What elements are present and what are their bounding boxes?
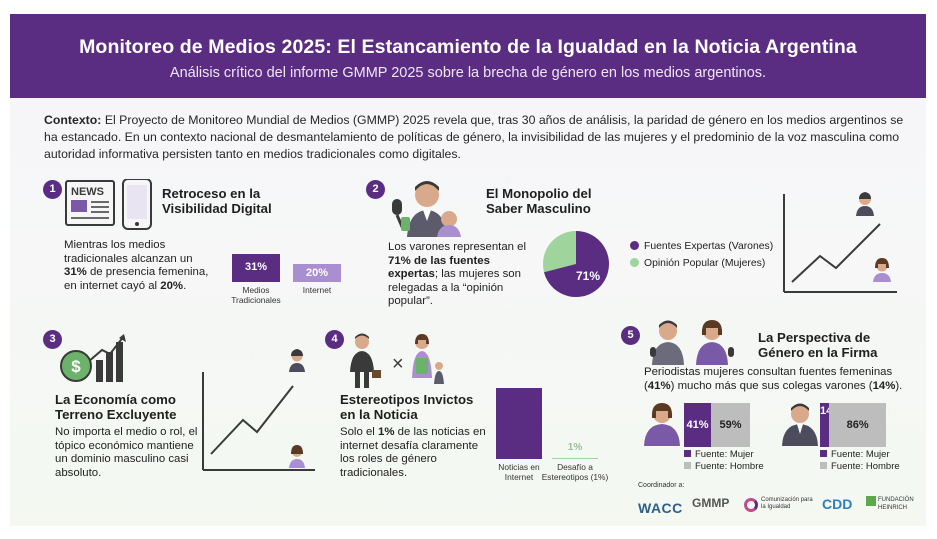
page-subtitle: Análisis crítico del informe GMMP 2025 s… — [169, 65, 767, 81]
legend-square-purple-icon — [820, 450, 827, 457]
s4-bar-label-1: Desafío a Estereotipos (1%) — [541, 462, 609, 482]
section-2-number: 2 — [366, 180, 385, 199]
s1-bar-1: 20% — [293, 264, 341, 282]
context-paragraph: Contexto: El Proyecto de Monitoreo Mundi… — [44, 112, 904, 163]
expert-man-microphone-icon — [392, 181, 461, 237]
male-journalist-avatar-icon — [782, 403, 818, 446]
legend-dot-green-icon — [630, 258, 639, 267]
section-1-text: Mientras los medios tradicionales alcanz… — [64, 239, 209, 292]
context-label: Contexto: — [44, 113, 102, 127]
legend-square-gray-icon — [820, 462, 827, 469]
section-5-legend-m-mujer: Fuente: Mujer — [820, 449, 890, 461]
legend-dot-purple-icon — [630, 241, 639, 250]
section-3-text: No importa el medio o rol, el tópico eco… — [55, 426, 198, 479]
s4-bar-0 — [496, 387, 542, 459]
section-5-number: 5 — [621, 326, 640, 345]
news-label: NEWS — [71, 186, 104, 198]
s5barF-mujer: 41% — [684, 403, 712, 447]
s5barM-mujer: 14% — [820, 403, 842, 447]
rising-trend-chart-icon — [783, 192, 897, 293]
section-1-title: Retroceso en la Visibilidad Digital — [162, 186, 272, 216]
female-journalist-avatar-icon — [644, 403, 680, 446]
s1-bar-label-0: Medios Tradicionales — [231, 285, 281, 305]
section-1-number: 1 — [43, 180, 62, 199]
newspaper-phone-icon: NEWS — [65, 179, 152, 230]
section-5-legend-f-hombre: Fuente: Hombre — [684, 461, 764, 473]
section-5-legend-m-hombre: Fuente: Hombre — [820, 461, 900, 473]
s1-bar-0: 31% — [232, 254, 280, 282]
s4-bar-value-1: 1% — [567, 441, 583, 453]
legend-square-gray-icon — [684, 462, 691, 469]
pie-slice-experts — [544, 231, 609, 297]
section-4-number: 4 — [325, 330, 344, 349]
journalists-icon — [650, 320, 734, 365]
dollar-symbol: $ — [71, 357, 81, 376]
section-5-title: La Perspectiva de Género en la Firma — [758, 330, 878, 360]
s1-bar-label-1: Internet — [302, 285, 332, 295]
section-4-text: Solo el 1% de las noticias en internet d… — [340, 426, 486, 479]
wacc-logo: WACC — [638, 500, 683, 516]
s4-bar-label-0: Noticias en Internet — [498, 462, 540, 482]
coordinator-label: Coordinador a: — [638, 482, 685, 489]
page-title: Monitoreo de Medios 2025: El Estancamien… — [79, 36, 857, 58]
section-2-legend-popular: Opinión Popular (Mujeres) — [630, 258, 765, 270]
stereotype-roles-icon: × — [350, 333, 444, 388]
section-2-title: El Monopolio del Saber Masculino — [486, 186, 592, 216]
heinrich-logo: FUNDACIÓN HEINRICH — [878, 497, 914, 511]
section-2-legend-experts: Fuentes Expertas (Varones) — [630, 241, 773, 253]
header-banner: Monitoreo de Medios 2025: El Estancamien… — [10, 14, 926, 98]
footer-logos: Coordinador a: WACC GMMP Comunización pa… — [626, 482, 926, 524]
section-2-text: Los varones representan el 71% de las fu… — [388, 241, 527, 307]
section-5-legend-f-mujer: Fuente: Mujer — [684, 449, 754, 461]
legend-square-purple-icon — [684, 450, 691, 457]
gmmp-logo: GMMP — [692, 496, 730, 510]
infographic: Monitoreo de Medios 2025: El Estancamien… — [10, 14, 926, 526]
section-3-title: La Economía como Terreno Excluyente — [55, 392, 177, 422]
section-2-pie-chart: 71% — [543, 231, 609, 297]
heinrich-logo-icon — [866, 496, 876, 506]
money-growth-icon: $ — [60, 334, 126, 382]
section-5-text: Periodistas mujeres consultan fuentes fe… — [644, 366, 903, 392]
pie-label: 71% — [576, 269, 600, 283]
section-4-title: Estereotipos Invictos en la Noticia — [340, 392, 474, 422]
section-3-number: 3 — [43, 330, 62, 349]
context-text: El Proyecto de Monitoreo Mundial de Medi… — [44, 113, 904, 161]
s5barM-hombre: 86% — [829, 403, 886, 447]
economy-trend-chart-icon — [202, 349, 315, 471]
comunizacion-logo-icon — [744, 498, 758, 512]
cross-icon: × — [392, 353, 404, 375]
cdd-logo: CDD — [822, 496, 853, 512]
s5barF-hombre: 59% — [711, 403, 750, 447]
comunizacion-logo: Comunización para la Igualdad — [761, 497, 813, 510]
s4-bar-1 — [552, 457, 598, 459]
